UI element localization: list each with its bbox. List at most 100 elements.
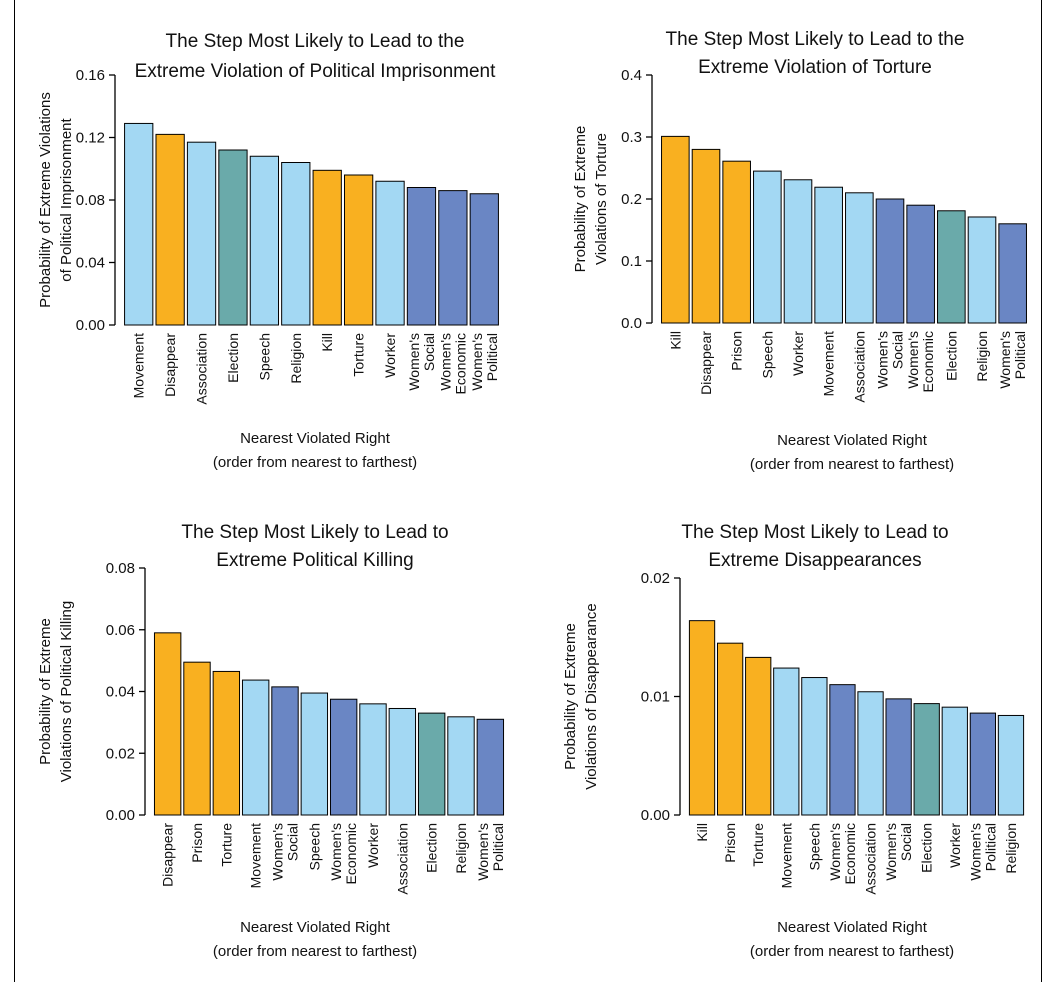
x-tick-label: Religion [974,331,990,382]
y-axis-label-line: of Political Imprisonment [58,117,75,281]
x-tick-label: Women's [406,333,422,391]
y-tick-label: 0.08 [76,192,105,209]
bar [753,170,782,324]
x-tick-label: Religion [453,823,469,874]
x-tick-label: Movement [778,823,794,888]
x-tick-label: Women's [905,331,921,389]
bar [906,204,935,324]
x-tick-label: Worker [947,823,963,868]
x-tick-label: Economic [343,823,359,884]
x-tick-label: Political [982,823,998,871]
bar [359,703,387,816]
y-tick-label: 0.04 [106,684,135,701]
bar [967,216,997,324]
x-tick-label: Political [484,333,500,381]
bar [998,223,1027,324]
y-tick-label: 0.08 [106,560,135,577]
bar [476,718,505,816]
y-axis-label-line: Probability of Extreme Violations [37,92,54,308]
x-tick-label: Women's [328,823,344,881]
bar [969,712,997,816]
x-tick-label: Association [851,331,867,403]
x-tick-label: Disappear [160,823,176,887]
x-axis-label-line: Nearest Violated Right [777,432,928,449]
x-tick-label: Kill [667,331,683,350]
bar [343,174,374,326]
bar [249,155,280,326]
x-tick-label: Women's [270,823,286,881]
x-tick-label: Social [421,333,437,371]
bar [875,198,905,324]
x-tick-label: Women's [437,333,453,391]
x-tick-label: Speech [256,333,272,380]
x-tick-label: Women's [827,823,843,881]
bar [885,698,912,816]
bar [688,620,716,816]
bar [773,667,800,816]
chart-title-line: Extreme Disappearances [708,550,921,571]
chart-title-line: The Step Most Likely to Lead to the [166,31,465,52]
bar [783,179,813,324]
bar [937,210,966,324]
y-axis-label-line: Probability of Extreme [37,618,54,765]
x-tick-label: Women's [997,331,1013,389]
x-tick-label: Disappear [698,331,714,395]
y-tick-label: 0.16 [76,67,105,84]
chart-panel-1: The Step Most Likely to Lead to the Extre… [37,31,500,471]
x-tick-label: Association [394,823,410,895]
bar [388,707,417,816]
x-tick-label: Social [890,331,906,369]
x-axis-label-line: (order from nearest to farthest) [750,456,954,473]
chart-title-line: The Step Most Likely to Lead to the [666,29,965,50]
bar [183,661,211,816]
x-tick-label: Social [898,823,914,861]
y-axis-label-line: Violations of Disappearance [583,603,600,790]
y-tick-label: 0.06 [106,622,135,639]
bar [312,169,342,326]
x-tick-label: Kill [319,333,335,352]
bar [814,186,843,324]
x-tick-label: Kill [694,823,710,842]
x-tick-label: Women's [875,331,891,389]
x-tick-label: Worker [382,333,398,378]
bar [857,691,884,816]
chart-title-line: The Step Most Likely to Lead to [181,522,448,543]
bar [829,684,856,816]
y-tick-label: 0.2 [621,191,642,208]
x-tick-label: Association [194,333,210,405]
bar [745,656,772,816]
bar [241,679,270,816]
bar [913,703,940,816]
x-tick-label: Prison [729,331,745,371]
x-tick-label: Speech [806,823,822,870]
bar [406,187,437,326]
x-tick-label: Movement [131,333,147,398]
chart-title-line: The Step Most Likely to Lead to [681,522,948,543]
bar [997,714,1025,816]
bar [722,160,751,324]
y-tick-label: 0.04 [76,255,105,272]
x-tick-label: Speech [306,823,322,870]
x-tick-label: Election [919,823,935,873]
y-tick-label: 0.00 [641,807,670,824]
bar [447,716,475,816]
bar [845,192,874,324]
bar [155,133,185,326]
chart-title-line: Extreme Violation of Torture [698,57,932,78]
y-tick-label: 0.12 [76,130,105,147]
x-tick-label: Women's [475,823,491,881]
x-tick-label: Prison [189,823,205,863]
x-tick-label: Association [863,823,879,895]
chart-title-line: Extreme Political Killing [216,550,413,571]
chart-panel-3: The Step Most Likely to Lead to Extreme P… [37,522,506,960]
y-tick-label: 0.4 [621,67,642,84]
bar [281,162,311,326]
x-tick-label: Political [1012,331,1028,379]
y-axis-label-line: Violations of Torture [593,133,610,265]
chart-panel-4: The Step Most Likely to Lead to Extreme D… [562,522,1025,960]
bar [375,180,405,326]
x-tick-label: Election [225,333,241,383]
x-axis-label-line: (order from nearest to farthest) [213,454,417,471]
chart-panel-2: The Step Most Likely to Lead to the Extre… [572,29,1028,473]
bar [941,706,968,816]
